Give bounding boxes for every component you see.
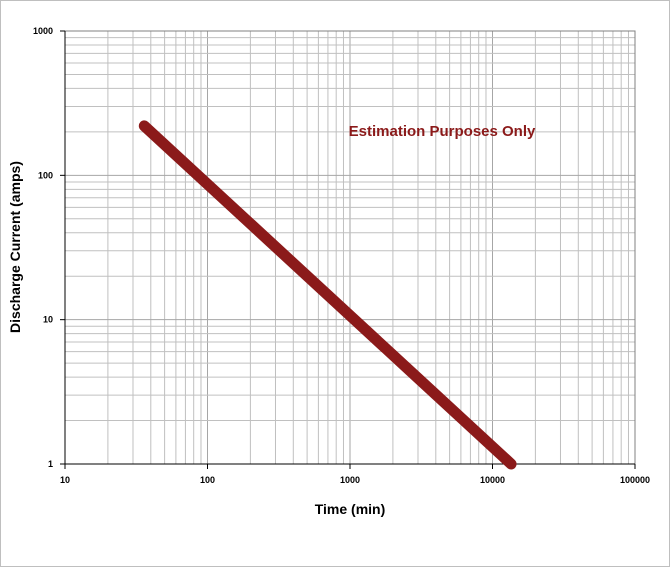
y-tick-label: 100 (38, 170, 53, 180)
estimation-annotation: Estimation Purposes Only (349, 123, 536, 140)
data-series (138, 120, 517, 470)
axes (60, 30, 636, 469)
y-tick-label: 1000 (33, 26, 53, 36)
x-tick-label: 100 (200, 475, 215, 485)
x-tick-label: 10 (60, 475, 70, 485)
y-axis-title: Discharge Current (amps) (7, 161, 23, 333)
y-tick-labels: 1 10 100 1000 (33, 26, 53, 469)
x-axis-title: Time (min) (315, 501, 386, 517)
y-tick-label: 10 (43, 315, 53, 325)
x-tick-label: 1000 (340, 475, 360, 485)
x-tick-labels: 10 100 1000 10000 100000 (60, 475, 650, 485)
series-line (138, 120, 517, 470)
y-tick-label: 1 (48, 459, 53, 469)
grid-lines (64, 31, 635, 465)
x-tick-label: 10000 (480, 475, 505, 485)
x-tick-label: 100000 (620, 475, 650, 485)
